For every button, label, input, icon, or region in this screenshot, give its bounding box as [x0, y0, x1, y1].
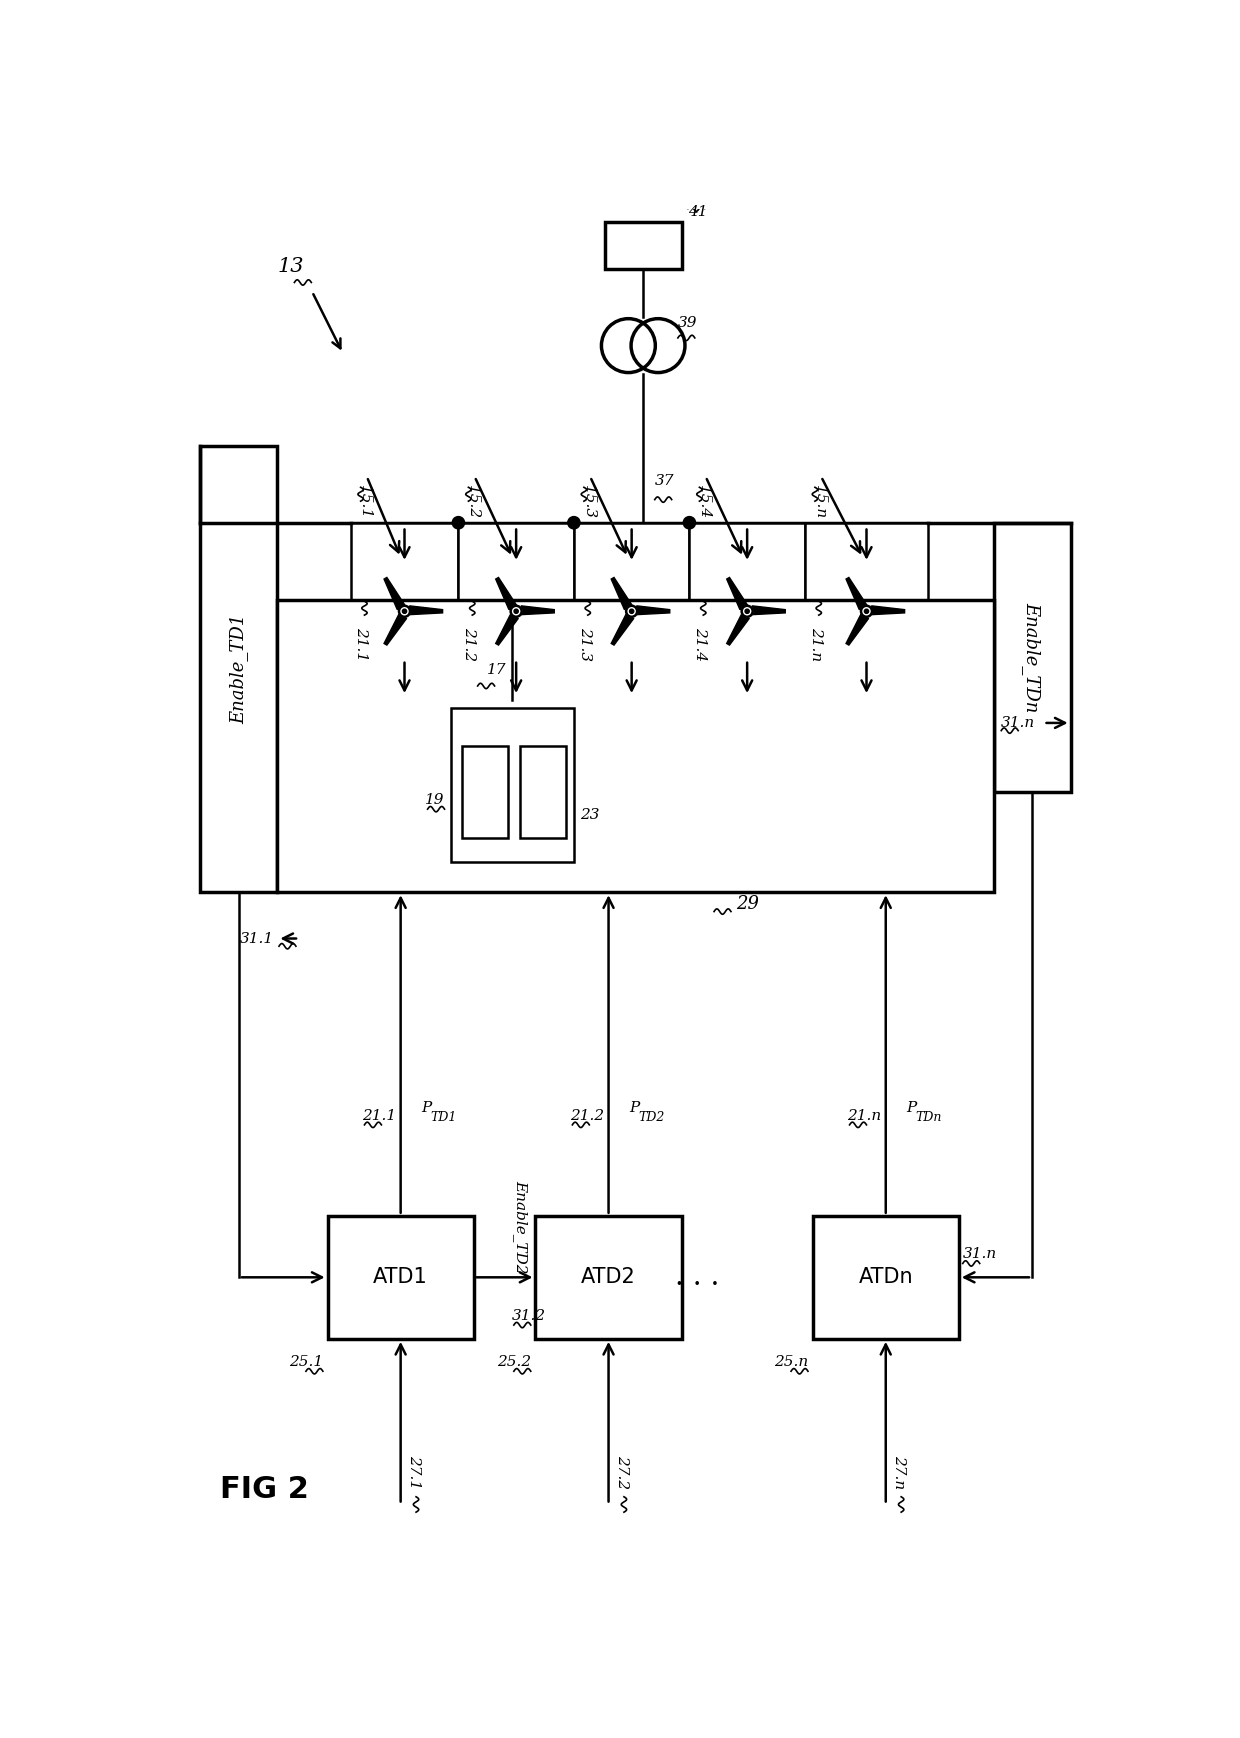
Circle shape — [864, 608, 868, 614]
Bar — [993, 523, 1070, 793]
Text: 19: 19 — [425, 793, 444, 806]
Text: 15.2: 15.2 — [466, 485, 480, 520]
Circle shape — [861, 607, 872, 617]
Polygon shape — [611, 614, 634, 645]
Text: 17: 17 — [487, 662, 507, 676]
Circle shape — [515, 608, 518, 614]
Bar — [689, 523, 805, 700]
Text: Enable_TD1: Enable_TD1 — [229, 614, 248, 725]
Text: 13: 13 — [278, 257, 304, 276]
Bar — [450, 707, 574, 862]
Circle shape — [683, 516, 696, 528]
Text: 23: 23 — [580, 808, 600, 822]
Text: TDn: TDn — [916, 1111, 942, 1124]
Bar — [463, 746, 508, 838]
Text: 31.1: 31.1 — [239, 932, 274, 945]
Bar — [536, 1215, 682, 1338]
Text: FIG 2: FIG 2 — [219, 1476, 309, 1505]
Text: 25.2: 25.2 — [497, 1356, 532, 1370]
Polygon shape — [727, 577, 748, 610]
Polygon shape — [846, 614, 869, 645]
Text: 25.n: 25.n — [775, 1356, 808, 1370]
Text: ATD2: ATD2 — [582, 1267, 636, 1288]
Polygon shape — [521, 607, 554, 615]
Text: 21.4: 21.4 — [693, 627, 707, 660]
Circle shape — [568, 516, 580, 528]
Text: 39: 39 — [678, 316, 697, 330]
Bar — [327, 1215, 474, 1338]
Circle shape — [745, 608, 749, 614]
Text: ATD1: ATD1 — [373, 1267, 428, 1288]
Text: P: P — [906, 1100, 916, 1114]
Circle shape — [626, 607, 637, 617]
Text: 15.1: 15.1 — [358, 485, 372, 520]
Bar — [459, 523, 574, 700]
Circle shape — [403, 608, 407, 614]
Text: 31.n: 31.n — [1001, 716, 1035, 730]
Polygon shape — [846, 577, 867, 610]
Bar — [805, 523, 928, 700]
Text: 27.n: 27.n — [892, 1455, 906, 1489]
Text: 15.3: 15.3 — [582, 485, 595, 520]
Text: TD2: TD2 — [639, 1111, 665, 1124]
Text: 21.3: 21.3 — [578, 627, 591, 660]
Text: TD1: TD1 — [430, 1111, 458, 1124]
Text: P: P — [630, 1100, 640, 1114]
Text: 41: 41 — [688, 205, 707, 219]
Polygon shape — [384, 614, 407, 645]
Bar — [201, 445, 278, 892]
Circle shape — [630, 608, 634, 614]
Bar — [574, 523, 689, 700]
Circle shape — [453, 516, 465, 528]
Circle shape — [511, 607, 522, 617]
Text: Enable_TDn: Enable_TDn — [1023, 603, 1042, 713]
Text: 31.2: 31.2 — [512, 1309, 547, 1323]
Bar — [278, 600, 993, 892]
Polygon shape — [753, 607, 785, 615]
Polygon shape — [384, 577, 405, 610]
Bar — [605, 222, 682, 269]
Text: ATDn: ATDn — [858, 1267, 913, 1288]
Circle shape — [742, 607, 753, 617]
Polygon shape — [727, 614, 749, 645]
Text: 21.n: 21.n — [847, 1109, 882, 1123]
Text: 25.1: 25.1 — [289, 1356, 324, 1370]
Text: 21.2: 21.2 — [570, 1109, 604, 1123]
Text: 15.4: 15.4 — [697, 485, 711, 520]
Polygon shape — [636, 607, 670, 615]
Polygon shape — [409, 607, 443, 615]
Text: 37: 37 — [655, 474, 675, 488]
Bar — [812, 1215, 959, 1338]
Text: 27.1: 27.1 — [407, 1455, 420, 1489]
Text: Enable_TD2: Enable_TD2 — [513, 1180, 528, 1274]
Text: 27.2: 27.2 — [615, 1455, 629, 1489]
Text: 21.2: 21.2 — [463, 627, 476, 660]
Text: 31.n: 31.n — [962, 1248, 997, 1262]
Text: . . .: . . . — [675, 1264, 719, 1291]
Text: 21.1: 21.1 — [355, 627, 368, 660]
Polygon shape — [611, 577, 632, 610]
Text: 21.1: 21.1 — [362, 1109, 397, 1123]
Text: 29: 29 — [735, 895, 759, 912]
Text: P: P — [422, 1100, 432, 1114]
Text: 15.n: 15.n — [812, 485, 827, 520]
Bar — [351, 523, 459, 700]
Polygon shape — [496, 614, 518, 645]
Polygon shape — [496, 577, 517, 610]
Circle shape — [399, 607, 410, 617]
Polygon shape — [872, 607, 905, 615]
Bar — [520, 746, 567, 838]
Text: 21.n: 21.n — [808, 627, 823, 660]
